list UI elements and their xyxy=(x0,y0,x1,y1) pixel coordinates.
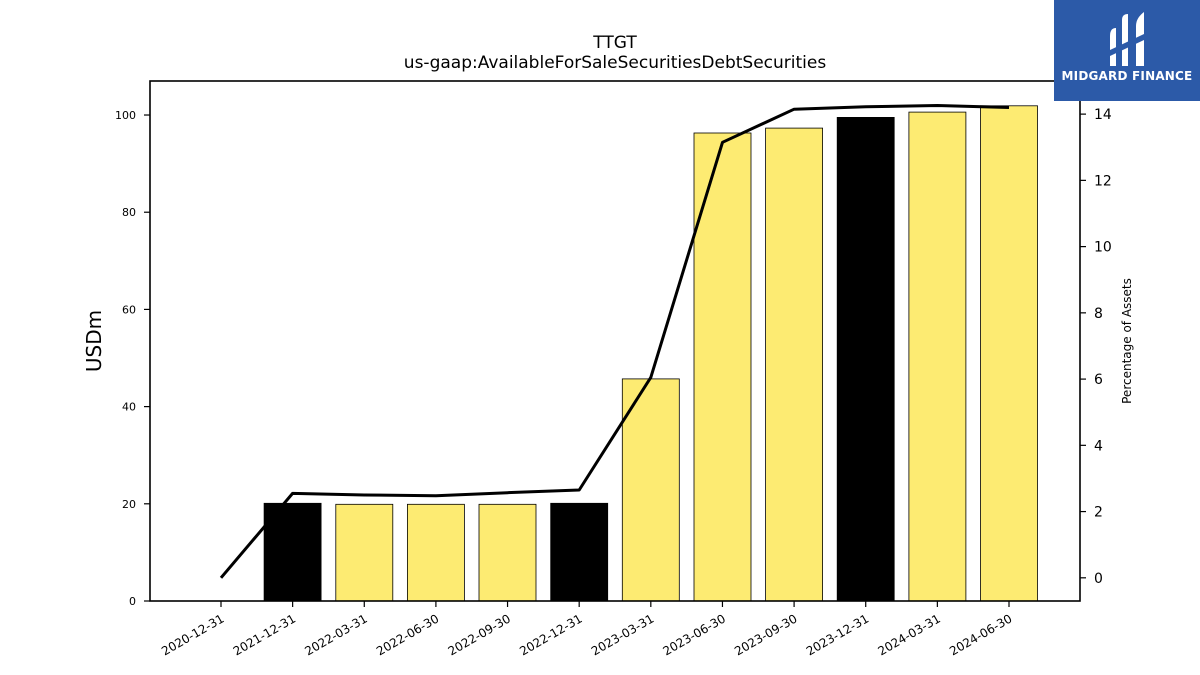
y-tick-label: 20 xyxy=(122,498,136,511)
bar-group xyxy=(263,105,1038,602)
bar-2023-06-30 xyxy=(693,132,752,602)
y2-tick-label: 12 xyxy=(1094,173,1112,189)
x-tick-label: 2022-12-31 xyxy=(517,611,584,658)
bar-2024-06-30 xyxy=(980,105,1038,602)
chart-title: TTGT xyxy=(592,33,637,53)
logo-text: MIDGARD FINANCE xyxy=(1061,69,1193,83)
logo-mark-icon xyxy=(1110,12,1144,66)
x-tick-label: 2023-09-30 xyxy=(732,611,799,658)
x-tick-label: 2023-06-30 xyxy=(661,611,728,658)
bar-2022-06-30 xyxy=(406,503,465,602)
bar-2023-12-31 xyxy=(836,117,895,602)
x-tick-label: 2024-03-31 xyxy=(875,611,942,658)
y2-tick-label: 0 xyxy=(1094,571,1103,587)
brand-logo: MIDGARD FINANCE xyxy=(1054,0,1200,101)
x-tick-label: 2021-12-31 xyxy=(231,611,298,658)
x-tick-label: 2022-03-31 xyxy=(302,611,369,658)
bar-2022-12-31 xyxy=(550,502,609,602)
line-group xyxy=(219,104,1010,579)
y-axis-label: USDm xyxy=(82,310,106,372)
bar-2022-09-30 xyxy=(478,503,537,602)
x-tick-label: 2023-12-31 xyxy=(804,611,871,658)
left-axis: 0 20 40 60 80 100 xyxy=(115,109,150,608)
bar-2023-03-31 xyxy=(621,378,680,602)
x-tick-label: 2024-06-30 xyxy=(947,611,1014,658)
y2-tick-label: 10 xyxy=(1094,240,1112,256)
plot-frame xyxy=(149,80,1081,602)
y2-tick-label: 8 xyxy=(1094,306,1103,322)
y-tick-label: 60 xyxy=(122,303,136,316)
y2-tick-label: 6 xyxy=(1094,372,1103,388)
percentage-line xyxy=(219,104,1010,579)
y2-tick-label: 14 xyxy=(1094,107,1112,123)
y2-axis-label: Percentage of Assets xyxy=(1120,278,1134,404)
y-tick-label: 100 xyxy=(115,109,136,122)
chart-subtitle: us-gaap:AvailableForSaleSecuritiesDebtSe… xyxy=(404,53,827,73)
y-tick-label: 0 xyxy=(129,595,136,608)
y-tick-label: 80 xyxy=(122,206,136,219)
x-tick-label: 2022-06-30 xyxy=(374,611,441,658)
right-axis: 0 2 4 6 8 10 12 14 xyxy=(1080,107,1112,587)
x-tick-label: 2022-09-30 xyxy=(446,611,513,658)
bar-2022-03-31 xyxy=(335,503,394,602)
x-tick-label: 2020-12-31 xyxy=(159,611,226,658)
x-tick-label: 2023-03-31 xyxy=(589,611,656,658)
bar-2023-09-30 xyxy=(765,127,823,602)
bar-2024-03-31 xyxy=(908,111,967,602)
y-tick-label: 40 xyxy=(122,401,136,414)
y2-tick-label: 2 xyxy=(1094,505,1103,521)
bar-2021-12-31 xyxy=(263,502,322,602)
y2-tick-label: 4 xyxy=(1094,438,1103,454)
x-axis: 2020-12-31 2021-12-31 2022-03-31 2022-06-30… xyxy=(159,601,1015,658)
